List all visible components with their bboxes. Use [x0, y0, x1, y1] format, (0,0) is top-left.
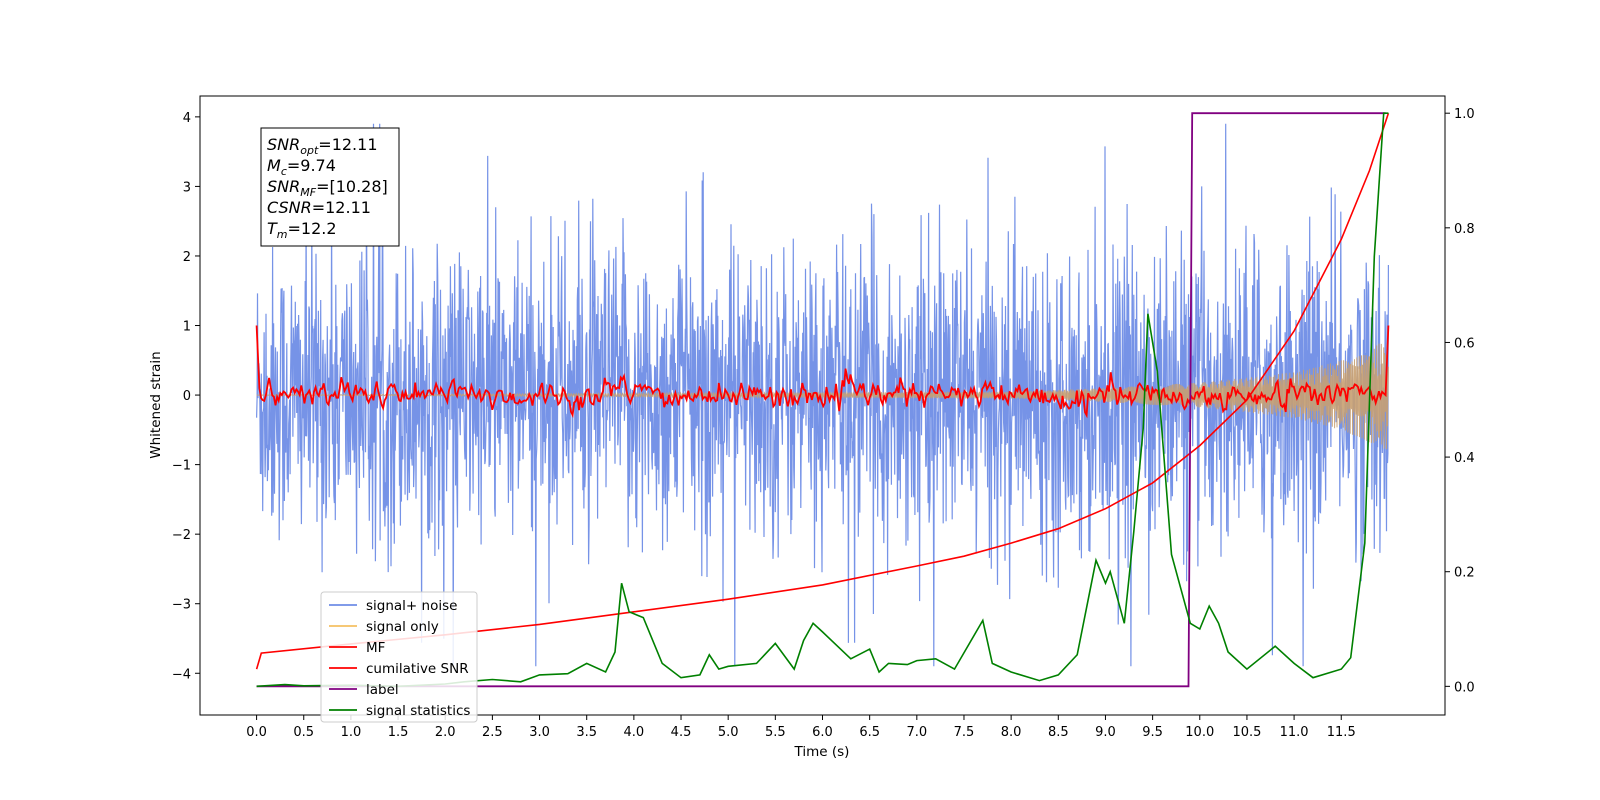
x-tick-label: 6.5 [859, 725, 880, 740]
series-signal-noise-line [256, 123, 1390, 667]
series-mf-line [255, 325, 1390, 419]
legend-frame [320, 591, 478, 723]
x-tick-label: 4.0 [624, 725, 645, 740]
y2-tick-label: 0.2 [1454, 566, 1475, 581]
x-tick-label: 5.0 [718, 725, 739, 740]
stats-line: SNRMF=[10.28] [267, 177, 388, 199]
y-tick-label: 3 [183, 180, 191, 195]
x-tick-label: 0.0 [246, 725, 267, 740]
y-tick-label: 2 [183, 250, 191, 265]
legend-entry-label: label [366, 682, 399, 698]
y2-tick-label: 0.0 [1454, 680, 1475, 695]
y-axis-label: Whitened strain [148, 351, 164, 458]
x-tick-label: 7.5 [954, 725, 975, 740]
y-tick-label: −1 [172, 459, 191, 474]
y-tick-label: −4 [172, 667, 191, 682]
y2-tick-label: 0.6 [1454, 336, 1475, 351]
stats-box-frame [260, 127, 400, 247]
x-tick-label: 3.0 [529, 725, 550, 740]
stats-box: SNRopt=12.11Mc=9.74SNRMF=[10.28]CSNR=12.… [260, 127, 400, 247]
stats-line: SNRopt=12.11 [267, 135, 378, 157]
x-tick-label: 11.5 [1327, 725, 1356, 740]
y-tick-label: −2 [172, 528, 191, 543]
x-tick-label: 2.5 [482, 725, 503, 740]
x-tick-label: 2.0 [435, 725, 456, 740]
legend: signal+ noise signal only MF cumilative SNR… [320, 591, 478, 723]
x-tick-label: 9.0 [1095, 725, 1116, 740]
x-tick-label: 8.5 [1048, 725, 1069, 740]
legend-entry-label: MF [366, 640, 385, 656]
x-axis-label: Time (s) [794, 744, 850, 760]
y-tick-label: −3 [172, 598, 191, 613]
stats-line: CSNR=12.11 [267, 198, 371, 217]
x-tick-label: 11.0 [1280, 725, 1309, 740]
x-tick-label: 4.5 [671, 725, 692, 740]
legend-entry-label: signal statistics [366, 703, 470, 719]
x-tick-label: 7.0 [906, 725, 927, 740]
x-tick-label: 10.5 [1232, 725, 1261, 740]
y2-tick-label: 0.8 [1454, 222, 1475, 237]
stats-line: Mc=9.74 [267, 156, 336, 178]
x-tick-label: 1.5 [388, 725, 409, 740]
y-tick-label: 0 [183, 389, 191, 404]
x-tick-label: 0.5 [293, 725, 314, 740]
legend-entry-label: signal+ noise [366, 598, 457, 614]
x-tick-label: 10.0 [1185, 725, 1214, 740]
series-signal-statistics-line [256, 112, 1389, 688]
x-tick-label: 8.0 [1001, 725, 1022, 740]
y-tick-label: 4 [183, 111, 191, 126]
y-tick-label: 1 [183, 320, 191, 335]
axis-ticks: 0.0 0.5 1.0 1.5 2.0 2.5 3.0 3.5 4.0 4.5 5.0 5.5 6.0 6… [172, 107, 1475, 740]
x-tick-label: 3.5 [576, 725, 597, 740]
legend-entry-label: cumilative SNR [366, 661, 469, 677]
series-label-line [256, 112, 1386, 688]
y2-tick-label: 0.4 [1454, 451, 1475, 466]
stats-line: Tm=12.2 [267, 219, 337, 241]
x-tick-label: 9.5 [1142, 725, 1163, 740]
x-tick-label: 1.0 [341, 725, 362, 740]
y2-tick-label: 1.0 [1454, 107, 1475, 122]
legend-entry-label: signal only [366, 619, 439, 635]
x-tick-label: 6.0 [812, 725, 833, 740]
x-tick-label: 5.5 [765, 725, 786, 740]
